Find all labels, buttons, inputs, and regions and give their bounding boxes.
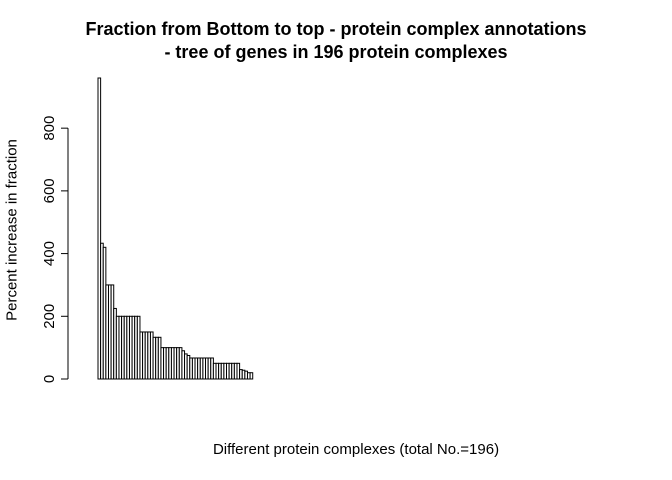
- chart-subtitle: - tree of genes in 196 protein complexes: [164, 42, 508, 62]
- bar: [97, 77, 102, 380]
- y-tick-label: 200: [41, 304, 58, 329]
- y-axis-label: Percent increase in fraction: [3, 139, 21, 321]
- bar-series: [97, 77, 254, 380]
- y-tick-label: 0: [41, 375, 58, 383]
- bar: [249, 372, 254, 380]
- y-axis: 0 200 400 600 800: [41, 116, 69, 383]
- chart-title: Fraction from Bottom to top - protein co…: [85, 19, 587, 39]
- y-tick-label: 600: [41, 178, 58, 203]
- y-tick-label: 800: [41, 116, 58, 141]
- x-axis-label: Different protein complexes (total No.=1…: [212, 441, 500, 458]
- y-tick-label: 400: [41, 241, 58, 266]
